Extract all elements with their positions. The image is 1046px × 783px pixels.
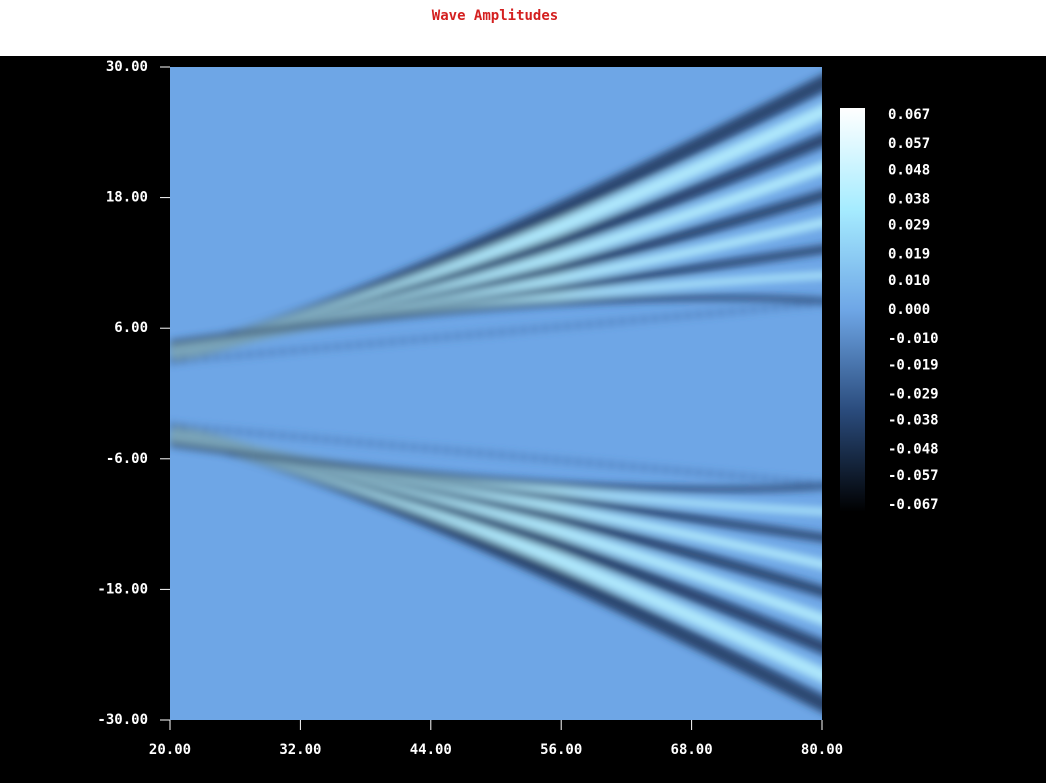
y-tick-label: -18.00	[97, 581, 148, 597]
colorbar	[840, 108, 865, 512]
plot-area	[170, 67, 822, 720]
x-tick-label: 32.00	[279, 742, 321, 758]
colorbar-tick-label: 0.010	[888, 273, 930, 289]
colorbar-tick-label: -0.057	[888, 468, 939, 484]
colorbar-tick-label: -0.067	[888, 497, 939, 513]
x-tick-label: 44.00	[410, 742, 452, 758]
colorbar-tick-label: -0.019	[888, 357, 939, 373]
x-tick-label: 68.00	[671, 742, 713, 758]
chart-title: Wave Amplitudes	[432, 8, 558, 24]
colorbar-tick-label: -0.010	[888, 331, 939, 347]
colorbar-tick-label: 0.029	[888, 218, 930, 234]
colorbar-tick-label: -0.029	[888, 386, 939, 402]
y-tick-label: -30.00	[97, 712, 148, 728]
colorbar-tick-label: 0.019	[888, 247, 930, 263]
y-tick-label: 30.00	[106, 59, 148, 75]
x-tick-label: 20.00	[149, 742, 191, 758]
x-tick-label: 56.00	[540, 742, 582, 758]
colorbar-tick-label: 0.067	[888, 107, 930, 123]
y-tick-label: 6.00	[114, 320, 148, 336]
colorbar-tick-label: 0.048	[888, 162, 930, 178]
colorbar-tick-label: -0.048	[888, 442, 939, 458]
colorbar-tick-label: 0.057	[888, 136, 930, 152]
page: Wave Amplitudes 30.00 18.00 6.00 -6.00 -18.0…	[0, 0, 1046, 783]
chart: Wave Amplitudes 30.00 18.00 6.00 -6.00 -18.0…	[0, 0, 1046, 783]
colorbar-tick-label: -0.038	[888, 413, 939, 429]
x-tick-label: 80.00	[801, 742, 843, 758]
y-tick-label: -6.00	[106, 451, 148, 467]
colorbar-tick-label: 0.000	[888, 302, 930, 318]
colorbar-tick-label: 0.038	[888, 191, 930, 207]
y-tick-label: 18.00	[106, 190, 148, 206]
